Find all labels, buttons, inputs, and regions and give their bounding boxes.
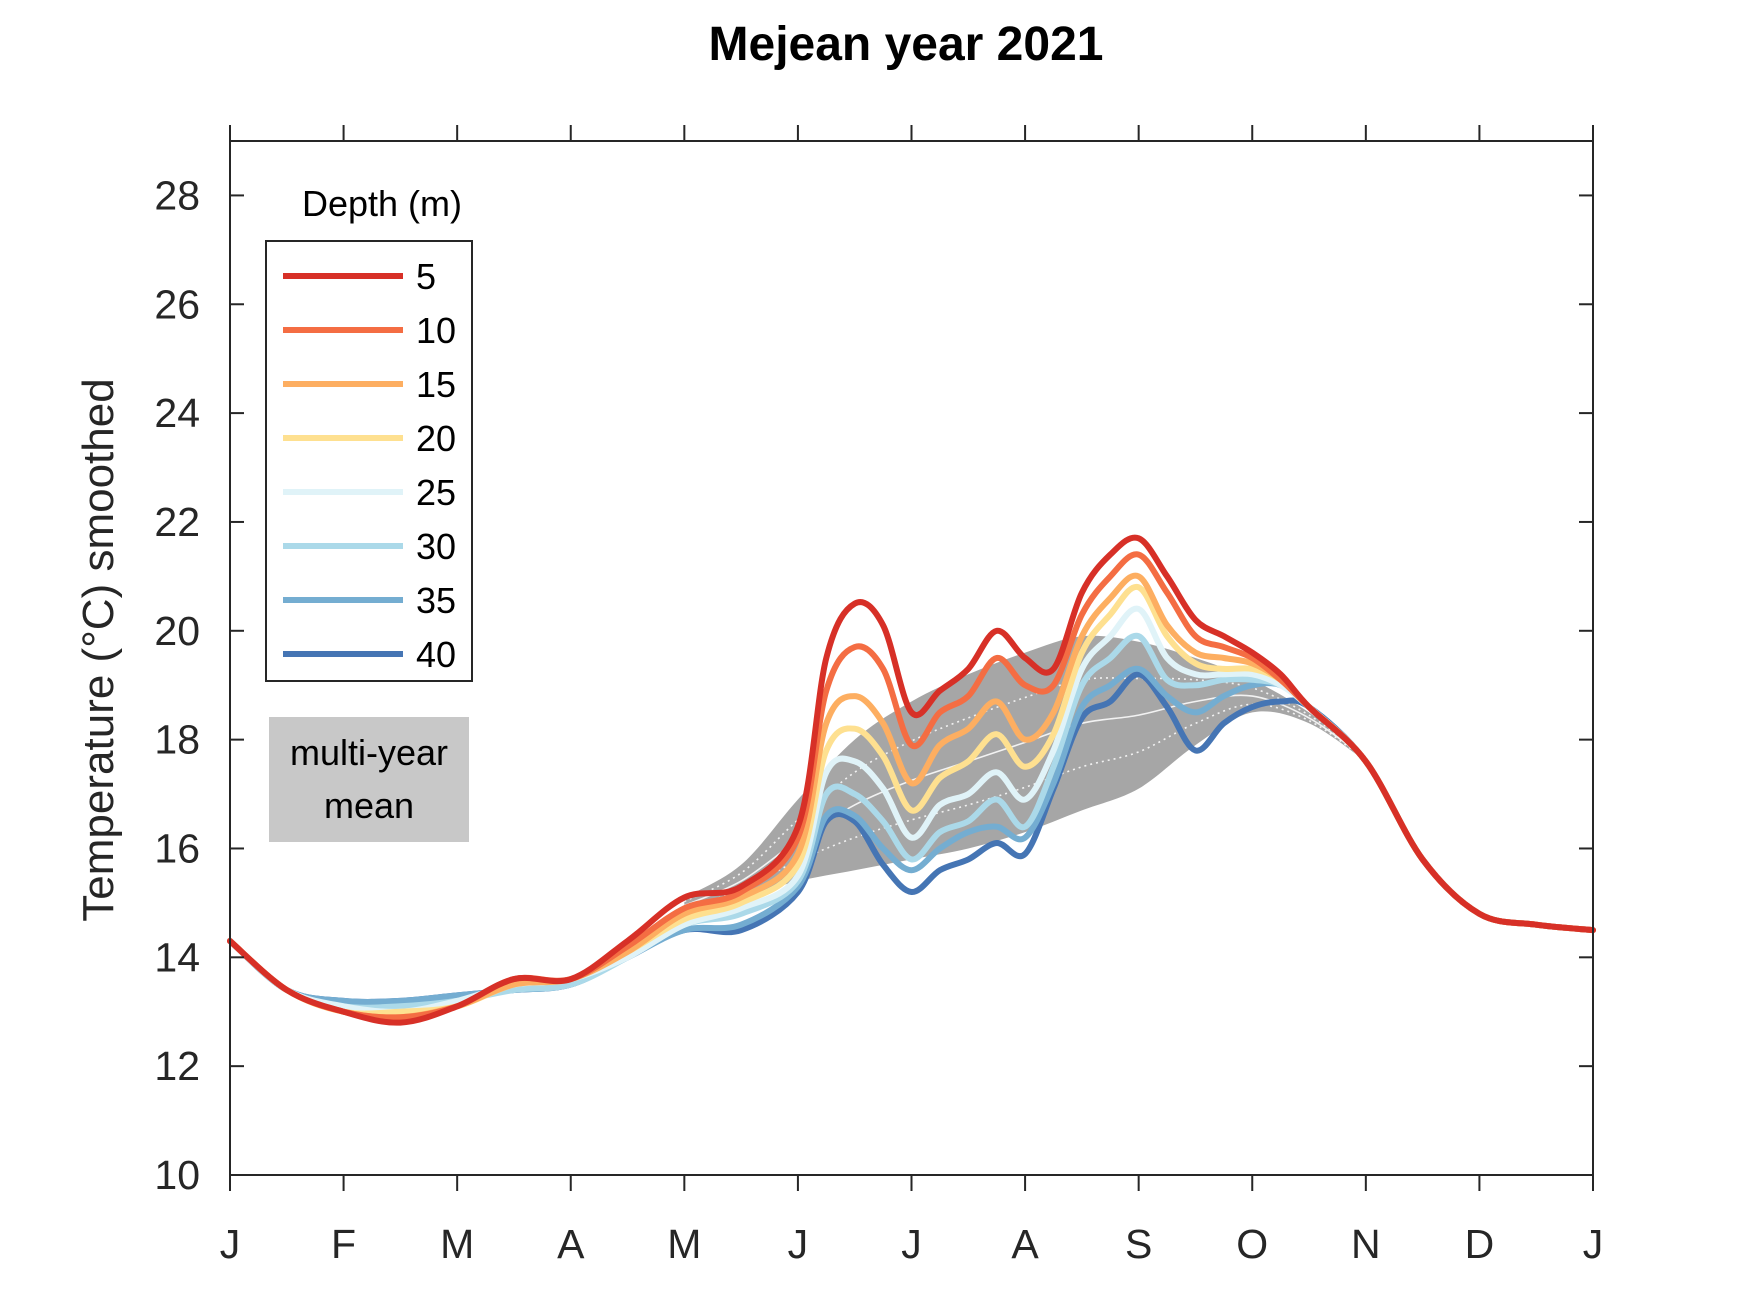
x-tick-label: J [220,1221,241,1267]
y-tick-label: 26 [154,281,200,327]
multi-year-mean-swatch [269,717,469,842]
y-axis-label: Temperature (°C) smoothed [74,378,123,921]
legend-item-depth-5: 5 [283,256,436,297]
legend-label: 5 [416,256,436,297]
x-tick-label: M [440,1221,474,1267]
x-tick-label: A [1011,1221,1039,1267]
y-tick-label: 14 [154,934,200,980]
legend-label: 25 [416,472,456,513]
legend-label: 15 [416,364,456,405]
legend-item-depth-10: 10 [283,310,456,351]
multi-year-mean-label-line2: mean [324,785,414,826]
y-tick-label: 16 [154,825,200,871]
y-tick-label: 24 [154,390,200,436]
legend-label: 30 [416,526,456,567]
legend-item-depth-15: 15 [283,364,456,405]
y-tick-label: 12 [154,1043,200,1089]
x-tick-label: J [1583,1221,1604,1267]
legend-item-depth-25: 25 [283,472,456,513]
legend-label: 40 [416,634,456,675]
legend-title: Depth (m) [302,183,462,224]
x-tick-label: J [788,1221,809,1267]
x-tick-label: A [557,1221,585,1267]
y-tick-label: 18 [154,717,200,763]
y-tick-label: 20 [154,608,200,654]
legend-label: 35 [416,580,456,621]
y-tick-label: 10 [154,1152,200,1198]
multi-year-mean-band [684,635,1366,914]
legend-item-depth-35: 35 [283,580,456,621]
legend-item-depth-40: 40 [283,634,456,675]
legend-items: 5 10 15 20 25 30 35 40 [283,256,456,675]
x-tick-label: J [901,1221,922,1267]
x-tick-label: D [1465,1221,1495,1267]
x-tick-label: S [1125,1221,1152,1267]
series-line-depth-5 [227,534,1596,1026]
x-tick-label: F [331,1221,356,1267]
multi-year-mean-label-line1: multi-year [290,732,448,773]
x-tick-label: M [667,1221,701,1267]
x-tick-label: N [1351,1221,1381,1267]
legend: Depth (m) 5 10 15 20 25 30 35 40 [265,183,473,682]
legend-box [265,240,473,682]
y-tick-label: 22 [154,499,200,545]
multi-year-mean-legend: multi-year mean [269,717,469,842]
y-tick-label: 28 [154,172,200,218]
chart-title: Mejean year 2021 [709,18,1104,71]
legend-label: 10 [416,310,456,351]
plot-area: 10 12 14 16 18 20 22 24 26 28 J F M A M J J A S O N D J [154,125,1603,1267]
y-axis-ticks: 10 12 14 16 18 20 22 24 26 28 [154,172,1593,1198]
series-layer [227,534,1596,1026]
x-tick-label: O [1236,1221,1268,1267]
legend-item-depth-30: 30 [283,526,456,567]
legend-item-depth-20: 20 [283,418,456,459]
legend-label: 20 [416,418,456,459]
